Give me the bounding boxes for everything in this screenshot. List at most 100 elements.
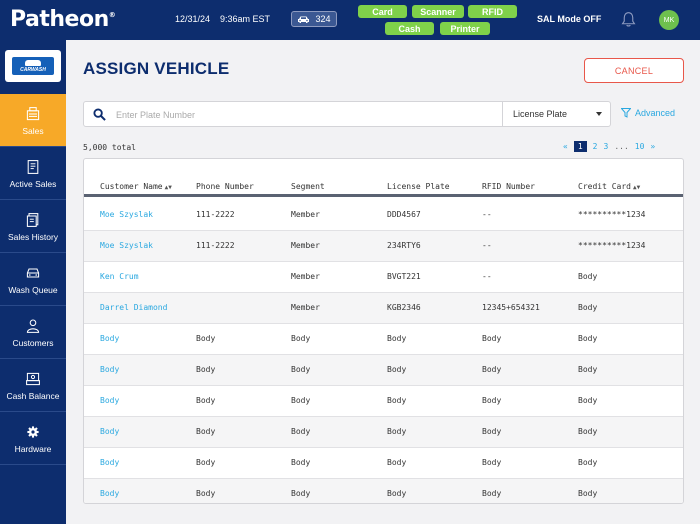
cell-customer-name[interactable]: Body — [100, 365, 120, 374]
person-icon — [26, 319, 40, 333]
sort-icon[interactable]: ▲▼ — [632, 184, 641, 191]
printer-status-pill[interactable]: Printer — [440, 22, 490, 35]
table-row[interactable]: Body Body Body Body Body Body — [84, 355, 683, 386]
cell-customer-name[interactable]: Body — [100, 458, 120, 467]
table-row[interactable]: Body Body Body Body Body Body — [84, 386, 683, 417]
top-bar: Patheon® 12/31/24 9:36am EST 324 Card Sc… — [0, 0, 700, 40]
cell-phone-number: Body — [196, 458, 216, 467]
cell-customer-name[interactable]: Ken Crum — [100, 272, 139, 281]
sidebar-item-label: Hardware — [14, 444, 52, 454]
vehicle-count-badge[interactable]: 324 — [291, 11, 337, 27]
page-button-current[interactable]: 1 — [573, 140, 587, 152]
table-row[interactable]: Darrel Diamond Member KGB2346 12345+654321 B… — [84, 293, 683, 324]
cell-segment: Body — [291, 489, 311, 498]
cell-credit-card: Body — [578, 489, 598, 498]
sal-mode-status: SAL Mode OFF — [537, 14, 602, 24]
filter-icon — [621, 108, 631, 118]
car-icon — [298, 16, 310, 23]
car-icon — [26, 268, 40, 278]
cell-rfid-number: Body — [482, 489, 502, 498]
card-status-pill[interactable]: Card — [358, 5, 407, 18]
vehicles-table: Customer Name ▲▼ Phone Number Segment Lic… — [83, 158, 684, 504]
cell-rfid-number: -- — [482, 241, 492, 250]
user-avatar[interactable]: MK — [659, 10, 679, 30]
sidebar-item-sales[interactable]: Sales — [0, 94, 66, 147]
sidebar-item-active-sales[interactable]: Active Sales — [0, 147, 66, 200]
table-row[interactable]: Body Body Body Body Body Body — [84, 417, 683, 448]
cell-segment: Member — [291, 241, 320, 250]
cell-rfid-number: Body — [482, 334, 502, 343]
next-page-button[interactable]: » — [650, 141, 656, 151]
scanner-status-pill[interactable]: Scanner — [412, 5, 464, 18]
prev-page-button[interactable]: « — [563, 141, 568, 151]
column-header-license-plate: License Plate — [387, 182, 450, 191]
cell-phone-number: Body — [196, 396, 216, 405]
cell-rfid-number: Body — [482, 427, 502, 436]
cell-phone-number: 111-2222 — [196, 210, 235, 219]
sidebar-item-label: Wash Queue — [8, 285, 58, 295]
table-row[interactable]: Moe Szyslak 111-2222 Member DDD4567 -- ******… — [84, 200, 683, 231]
sidebar-item-wash-queue[interactable]: Wash Queue — [0, 253, 66, 306]
gear-icon — [27, 426, 39, 438]
cell-credit-card: Body — [578, 427, 598, 436]
cell-license-plate: Body — [387, 489, 407, 498]
cell-segment: Member — [291, 303, 320, 312]
cell-rfid-number: Body — [482, 458, 502, 467]
column-header-phone-number: Phone Number — [196, 182, 254, 191]
cell-credit-card: Body — [578, 272, 598, 281]
cell-phone-number: Body — [196, 334, 216, 343]
cell-customer-name[interactable]: Moe Szyslak — [100, 210, 153, 219]
table-row[interactable]: Moe Szyslak 111-2222 Member 234RTY6 -- ******… — [84, 231, 683, 262]
table-row[interactable]: Body Body Body Body Body Body — [84, 448, 683, 479]
cell-license-plate: KGB2346 — [387, 303, 421, 312]
cell-segment: Member — [291, 210, 320, 219]
page-button[interactable]: 3 — [603, 141, 609, 151]
cell-rfid-number: -- — [482, 272, 492, 281]
sort-icon[interactable]: ▲▼ — [164, 184, 172, 191]
cell-segment: Body — [291, 458, 311, 467]
cell-customer-name[interactable]: Body — [100, 427, 120, 436]
cell-customer-name[interactable]: Body — [100, 489, 120, 498]
table-row[interactable]: Ken Crum Member BVGT221 -- Body — [84, 262, 683, 293]
cancel-button[interactable]: CANCEL — [584, 58, 684, 83]
cash-register-icon — [26, 372, 40, 386]
page-title: ASSIGN VEHICLE — [83, 59, 230, 78]
sidebar-item-sales-history[interactable]: Sales History — [0, 200, 66, 253]
search-type-value: License Plate — [513, 109, 568, 119]
sidebar-item-label: Sales History — [7, 232, 59, 242]
search-icon — [93, 108, 106, 121]
cell-customer-name[interactable]: Moe Szyslak — [100, 241, 153, 250]
cell-license-plate: Body — [387, 427, 407, 436]
sidebar-item-cash-balance[interactable]: Cash Balance — [0, 359, 66, 412]
cell-license-plate: Body — [387, 458, 407, 467]
cell-rfid-number: Body — [482, 365, 502, 374]
plate-number-input[interactable] — [116, 106, 496, 123]
cash-status-pill[interactable]: Cash — [385, 22, 434, 35]
cell-credit-card: Body — [578, 334, 598, 343]
column-header-segment: Segment — [291, 182, 325, 191]
table-row[interactable]: Body Body Body Body Body Body — [84, 324, 683, 355]
cell-credit-card: **********1234 — [578, 241, 646, 250]
advanced-filter-link[interactable]: Advanced — [621, 108, 675, 118]
sidebar-item-customers[interactable]: Customers — [0, 306, 66, 359]
sidebar: CARWASH Sales Active Sales Sales History… — [0, 40, 66, 524]
cell-segment: Member — [291, 272, 320, 281]
cell-license-plate: BVGT221 — [387, 272, 421, 281]
cell-phone-number: Body — [196, 489, 216, 498]
caret-down-icon — [596, 112, 602, 116]
cell-customer-name[interactable]: Darrel Diamond — [100, 303, 168, 312]
column-header-customer-name[interactable]: Customer Name ▲▼ — [100, 182, 172, 191]
search-type-select[interactable]: License Plate — [502, 102, 611, 126]
cell-customer-name[interactable]: Body — [100, 334, 120, 343]
table-row[interactable]: Body Body Body Body Body Body — [84, 479, 683, 503]
bell-icon[interactable] — [620, 11, 637, 28]
current-time: 9:36am EST — [220, 14, 271, 24]
cell-rfid-number: 12345+654321 — [482, 303, 540, 312]
cell-customer-name[interactable]: Body — [100, 396, 120, 405]
rfid-status-pill[interactable]: RFID — [468, 5, 517, 18]
page-button-last[interactable]: 10 — [634, 141, 645, 151]
sidebar-item-label: Active Sales — [9, 179, 57, 189]
sidebar-item-hardware[interactable]: Hardware — [0, 412, 66, 465]
page-button[interactable]: 2 — [592, 141, 598, 151]
column-header-credit-card[interactable]: Credit Card ▲▼ — [578, 182, 641, 191]
